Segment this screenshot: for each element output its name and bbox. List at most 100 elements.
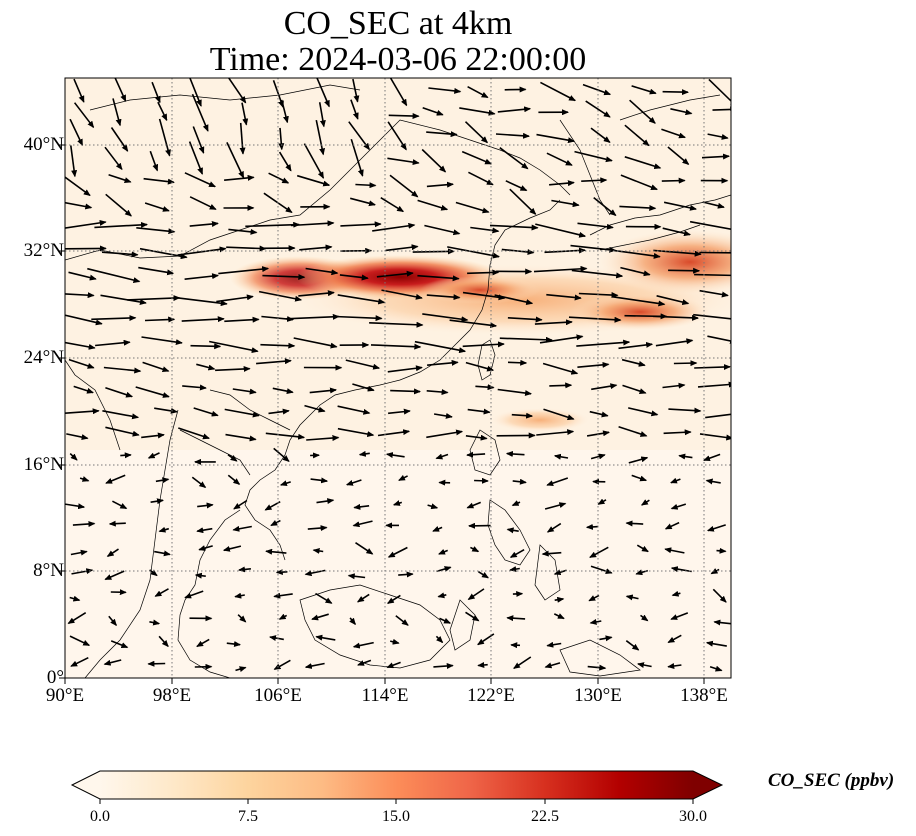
wind-vector <box>670 612 689 620</box>
wind-vector <box>489 224 539 231</box>
wind-vector <box>377 429 411 437</box>
wind-vector <box>306 435 340 442</box>
wind-vector <box>104 146 123 171</box>
wind-vector <box>141 336 183 346</box>
wind-vector <box>68 271 97 281</box>
wind-vector <box>258 290 303 302</box>
wind-vector <box>158 635 169 648</box>
wind-vector <box>67 612 87 625</box>
wind-vector <box>620 174 658 191</box>
wind-vector <box>713 619 731 626</box>
wind-vector <box>426 389 449 396</box>
wind-vector <box>381 289 423 300</box>
wind-vector <box>465 434 488 441</box>
plume-core-east <box>420 276 540 304</box>
wind-vector <box>69 453 78 461</box>
wind-vector <box>65 408 100 415</box>
wind-vector <box>589 410 609 418</box>
wind-vector <box>705 413 731 419</box>
gridlines <box>65 78 731 678</box>
wind-vector <box>462 341 505 348</box>
wind-vector <box>69 118 84 147</box>
wind-vector <box>278 613 288 620</box>
wind-vector <box>196 363 216 371</box>
wind-vector <box>506 527 519 534</box>
wind-vector <box>467 85 489 99</box>
wind-vector <box>389 78 408 107</box>
wind-vector <box>135 386 170 398</box>
wind-vector <box>192 126 205 154</box>
wind-vector <box>110 127 129 152</box>
wind-vector <box>670 503 687 510</box>
wind-vector <box>226 142 245 179</box>
wind-vector <box>149 150 159 172</box>
wind-vector <box>671 590 681 597</box>
wind-vector <box>337 405 371 415</box>
wind-vector <box>618 341 654 350</box>
colorbar-title: CO_SEC (ppbv) <box>768 770 895 791</box>
wind-vector <box>543 408 575 421</box>
wind-vector <box>546 522 562 533</box>
wind-vector <box>467 408 491 415</box>
wind-vector <box>513 656 532 669</box>
wind-vector <box>272 80 284 108</box>
wind-vector <box>542 362 579 375</box>
wind-vector <box>290 220 335 227</box>
wind-vector <box>621 358 646 367</box>
wind-vector <box>273 592 293 599</box>
wind-vector <box>571 269 624 279</box>
wind-vector <box>581 177 608 184</box>
wind-vector <box>694 273 731 277</box>
colorbar-tick-label: 15.0 <box>382 808 410 825</box>
wind-vector <box>350 99 359 120</box>
wind-vector <box>305 267 339 276</box>
wind-vector <box>316 78 330 108</box>
wind-vector <box>316 498 335 505</box>
wind-vector <box>224 174 255 181</box>
wind-vector <box>191 476 207 489</box>
wind-vector <box>474 477 489 484</box>
wind-vector <box>278 127 285 151</box>
wind-vector <box>318 102 326 128</box>
wind-vector <box>422 313 469 323</box>
wind-vector <box>233 499 248 510</box>
wind-vector <box>437 592 447 599</box>
wind-vector <box>511 500 521 507</box>
wind-vector <box>158 118 171 157</box>
wind-vector <box>355 182 377 189</box>
wind-vector <box>470 546 480 553</box>
wind-vector <box>495 132 530 139</box>
wind-vector <box>355 542 374 555</box>
wind-vector <box>269 635 284 641</box>
wind-vector <box>189 196 217 211</box>
wind-vector <box>570 244 617 253</box>
wind-vector <box>507 316 543 323</box>
wind-vector <box>628 407 659 417</box>
wind-vector <box>72 521 96 528</box>
wind-vector <box>589 618 602 625</box>
wind-vector <box>65 219 107 229</box>
wind-vector <box>376 270 414 278</box>
wind-vector <box>70 145 78 178</box>
wind-vector <box>461 150 493 165</box>
wind-vector <box>387 546 408 558</box>
wind-vector <box>209 340 259 354</box>
wind-vector <box>226 245 267 252</box>
wind-vector <box>293 337 338 349</box>
wind-vector <box>509 566 520 573</box>
wind-vector <box>389 174 419 198</box>
wind-vector <box>280 99 289 124</box>
wind-vector <box>91 315 137 322</box>
xtick-label: 98°E <box>152 685 192 706</box>
wind-vector <box>65 176 91 197</box>
wind-vector <box>138 266 175 276</box>
wind-vector <box>640 614 649 622</box>
wind-vector <box>181 316 225 323</box>
wind-vector <box>147 452 160 459</box>
wind-vector <box>466 451 486 458</box>
wind-vector <box>535 223 587 238</box>
wind-vector <box>438 548 449 555</box>
wind-vector <box>345 479 362 486</box>
colorbar-tick-label: 30.0 <box>679 808 707 825</box>
wind-vector <box>95 339 131 347</box>
